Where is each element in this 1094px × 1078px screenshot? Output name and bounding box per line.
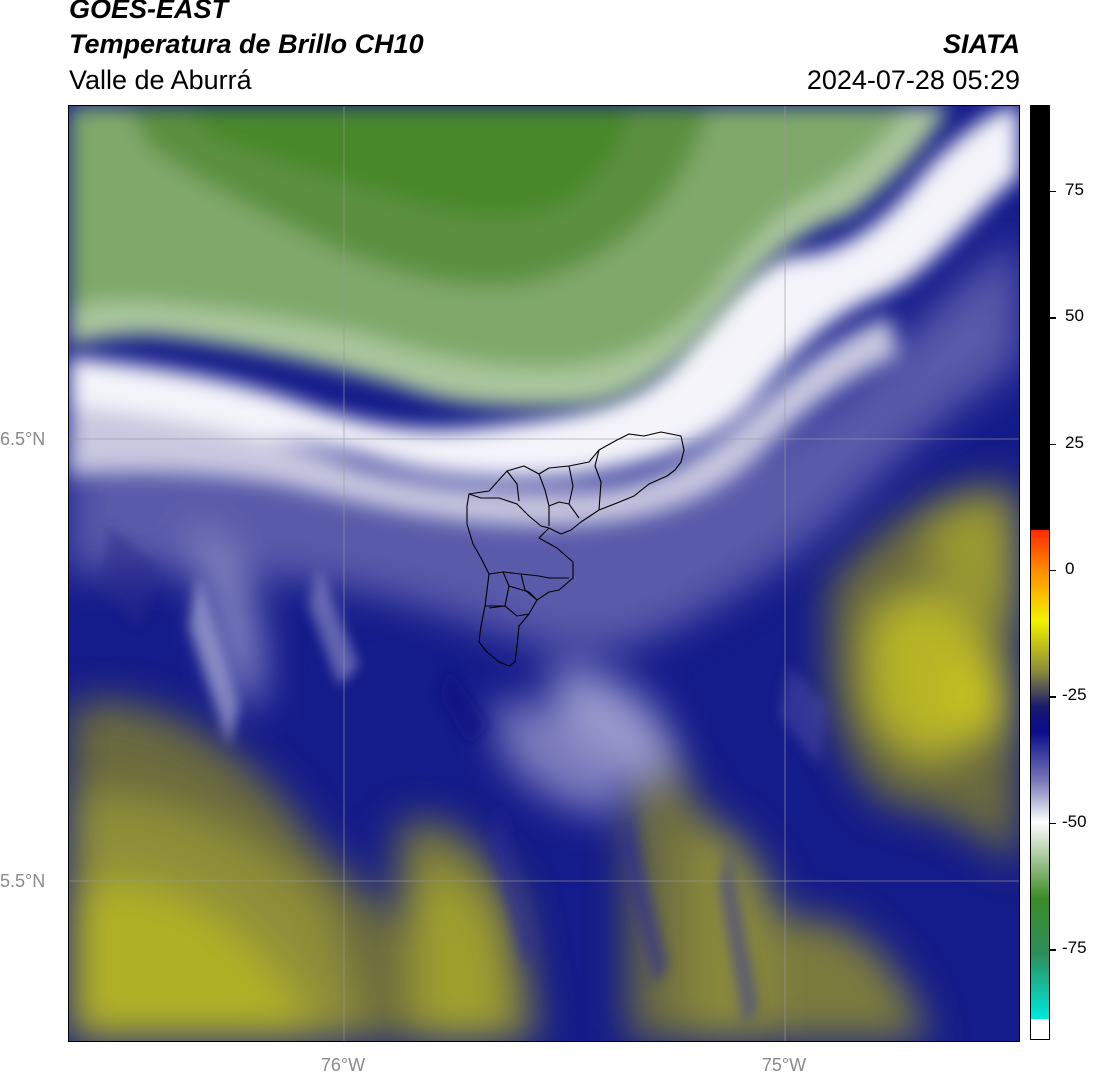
colorbar-tick-label: 50 [1065,306,1084,326]
colorbar-tick-label: 0 [1065,558,1075,578]
colorbar-tickmark [1050,949,1056,951]
timestamp-label: 2024-07-28 05:29 [806,65,1020,95]
colorbar-tickmark [1050,443,1056,446]
colorbar-tick-label: 25 [1065,432,1084,452]
lat-label-5-5: 5.5°N [0,871,46,891]
region-subtitle: Valle de Aburrá [69,65,252,95]
colorbar-tickmark [1050,190,1056,193]
product-title: Temperatura de Brillo CH10 [69,29,424,59]
lat-label-6-5: 6.5°N [0,429,46,449]
colorbar-tickmark [1050,822,1056,825]
valle-de-aburra-outline [466,431,685,667]
colorbar [1030,105,1050,1040]
colorbar-tick-label: -50 [1062,811,1087,831]
cold-cloud-band [69,106,1019,526]
coldest-cloud-region [69,106,949,408]
colorbar-tickmark [1050,317,1056,319]
colorbar-tickmark [1050,696,1056,698]
mid-cloud-plume [69,236,1019,814]
satellite-map [68,105,1020,1042]
satellite-title: GOES-EAST [69,0,229,24]
colorbar-tickmark [1050,569,1056,572]
colorbar-tick-label: 75 [1065,179,1084,199]
lon-label-75w: 75°W [761,1055,807,1075]
brightness-temperature-field [69,106,1019,1041]
map-gridlines [69,106,1019,1041]
colorbar-tick-label: -75 [1062,938,1087,958]
colorbar-tick-label: -25 [1062,685,1087,705]
lon-label-76w: 76°W [320,1055,366,1075]
texture-streaks [99,526,829,1026]
organization-label: SIATA [943,29,1020,59]
